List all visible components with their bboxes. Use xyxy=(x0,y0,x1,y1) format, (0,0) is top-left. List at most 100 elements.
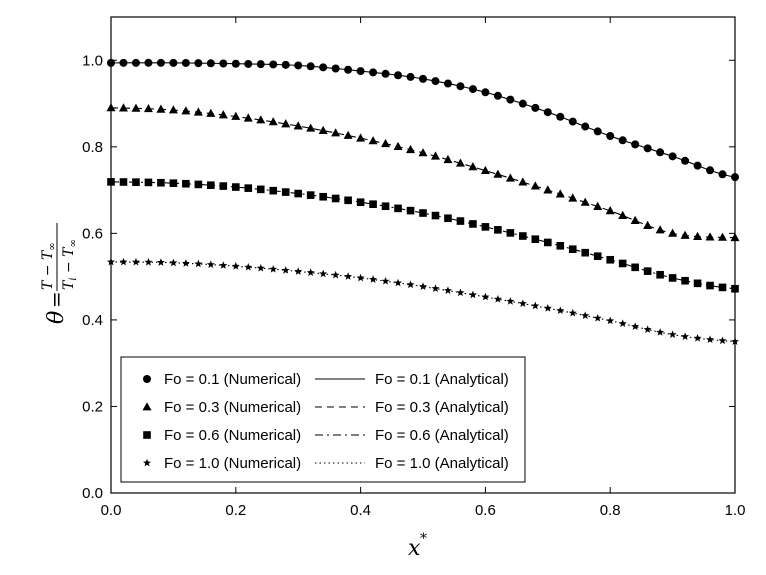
point-numerical-fo_0.1 xyxy=(693,161,702,170)
svg-text:θ: θ xyxy=(44,311,69,324)
point-numerical-fo_0.3 xyxy=(206,108,216,117)
point-numerical-fo_1.0 xyxy=(431,284,440,292)
legend-marker xyxy=(142,402,152,411)
point-numerical-fo_1.0 xyxy=(381,276,390,285)
svg-text:*: * xyxy=(420,531,427,547)
point-numerical-fo_0.3 xyxy=(593,201,603,210)
point-numerical-fo_1.0 xyxy=(107,257,115,266)
point-numerical-fo_0.6 xyxy=(431,211,440,220)
point-numerical-fo_1.0 xyxy=(693,334,702,342)
point-numerical-fo_1.0 xyxy=(643,325,652,333)
point-numerical-fo_0.6 xyxy=(593,252,602,261)
point-numerical-fo_0.3 xyxy=(580,197,590,206)
point-numerical-fo_1.0 xyxy=(656,328,665,336)
point-numerical-fo_0.6 xyxy=(394,204,402,213)
point-numerical-fo_0.1 xyxy=(606,132,615,140)
point-numerical-fo_0.6 xyxy=(132,178,140,186)
point-numerical-fo_0.1 xyxy=(681,156,690,165)
point-numerical-fo_0.6 xyxy=(356,198,365,207)
point-numerical-fo_1.0 xyxy=(306,268,315,277)
point-numerical-fo_0.1 xyxy=(344,65,353,74)
point-numerical-fo_0.3 xyxy=(406,144,416,154)
point-numerical-fo_0.6 xyxy=(406,206,415,215)
point-numerical-fo_0.1 xyxy=(406,72,415,81)
point-numerical-fo_1.0 xyxy=(256,263,265,272)
point-numerical-fo_0.3 xyxy=(168,105,178,114)
point-numerical-fo_0.6 xyxy=(519,232,527,240)
point-numerical-fo_0.6 xyxy=(182,179,190,188)
point-numerical-fo_0.6 xyxy=(119,178,128,186)
point-numerical-fo_0.1 xyxy=(618,136,627,145)
point-numerical-fo_0.1 xyxy=(369,68,378,77)
point-numerical-fo_0.1 xyxy=(593,127,602,136)
point-numerical-fo_0.1 xyxy=(156,58,165,67)
point-numerical-fo_0.6 xyxy=(219,182,228,190)
point-numerical-fo_1.0 xyxy=(506,297,515,305)
point-numerical-fo_0.1 xyxy=(481,88,490,97)
point-numerical-fo_0.3 xyxy=(480,165,490,175)
point-numerical-fo_1.0 xyxy=(169,258,178,267)
x-tick-label: 0.6 xyxy=(475,502,496,519)
point-numerical-fo_0.6 xyxy=(718,283,727,292)
point-numerical-fo_0.3 xyxy=(218,110,228,119)
point-numerical-fo_0.1 xyxy=(531,103,540,112)
point-numerical-fo_0.3 xyxy=(156,104,166,113)
point-numerical-fo_1.0 xyxy=(319,269,328,278)
point-numerical-fo_0.1 xyxy=(144,58,153,67)
point-numerical-fo_1.0 xyxy=(706,335,715,343)
point-numerical-fo_0.6 xyxy=(269,186,278,195)
point-numerical-fo_0.1 xyxy=(443,79,452,88)
point-numerical-fo_0.1 xyxy=(706,166,715,175)
point-numerical-fo_0.3 xyxy=(418,148,428,157)
legend-label: Fo = 0.6 (Numerical) xyxy=(164,427,301,444)
y-tick-label: 0.2 xyxy=(82,398,103,415)
point-numerical-fo_0.1 xyxy=(419,74,427,83)
point-numerical-fo_1.0 xyxy=(419,282,427,290)
point-numerical-fo_0.6 xyxy=(606,255,614,264)
legend-marker xyxy=(143,431,151,439)
point-numerical-fo_0.1 xyxy=(181,58,190,67)
point-numerical-fo_0.1 xyxy=(244,59,253,68)
point-numerical-fo_0.6 xyxy=(306,191,315,199)
y-tick-label: 0.4 xyxy=(82,312,103,329)
legend-label: Fo = 1.0 (Analytical) xyxy=(375,455,509,472)
point-numerical-fo_0.3 xyxy=(181,106,191,115)
point-numerical-fo_0.6 xyxy=(281,188,290,196)
y-tick-label: 0.0 xyxy=(82,485,103,502)
x-tick-label: 0.4 xyxy=(350,502,371,519)
point-numerical-fo_1.0 xyxy=(394,278,403,287)
curve-analytical-fo_0.6 xyxy=(110,181,736,290)
x-tick-label: 0.2 xyxy=(225,502,246,519)
point-numerical-fo_0.3 xyxy=(718,232,728,241)
point-numerical-fo_0.3 xyxy=(455,158,465,167)
point-numerical-fo_1.0 xyxy=(144,258,153,266)
point-numerical-fo_1.0 xyxy=(668,330,677,339)
point-numerical-fo_0.3 xyxy=(143,103,153,113)
point-numerical-fo_0.6 xyxy=(419,209,427,217)
point-numerical-fo_0.1 xyxy=(319,63,328,72)
point-numerical-fo_0.6 xyxy=(232,183,240,191)
point-numerical-fo_1.0 xyxy=(568,308,577,317)
point-numerical-fo_0.1 xyxy=(231,59,240,68)
point-numerical-fo_0.3 xyxy=(381,138,391,148)
point-numerical-fo_1.0 xyxy=(456,288,465,297)
point-numerical-fo_1.0 xyxy=(406,280,415,289)
point-numerical-fo_0.6 xyxy=(207,181,215,189)
point-numerical-fo_1.0 xyxy=(119,257,128,266)
point-numerical-fo_0.1 xyxy=(206,59,215,68)
point-numerical-fo_0.6 xyxy=(444,214,452,223)
point-numerical-fo_0.6 xyxy=(319,192,327,201)
point-numerical-fo_0.6 xyxy=(256,185,265,194)
point-numerical-fo_0.1 xyxy=(643,144,652,153)
point-numerical-fo_0.6 xyxy=(506,229,515,237)
point-numerical-fo_0.6 xyxy=(157,178,165,187)
point-numerical-fo_1.0 xyxy=(219,261,228,269)
point-numerical-fo_0.1 xyxy=(306,62,315,71)
point-numerical-fo_0.1 xyxy=(219,59,228,68)
point-numerical-fo_0.6 xyxy=(331,194,340,203)
point-numerical-fo_1.0 xyxy=(156,258,165,266)
point-numerical-fo_1.0 xyxy=(718,336,727,345)
point-numerical-fo_1.0 xyxy=(531,301,540,310)
point-numerical-fo_0.1 xyxy=(294,61,303,70)
point-numerical-fo_1.0 xyxy=(618,319,627,327)
